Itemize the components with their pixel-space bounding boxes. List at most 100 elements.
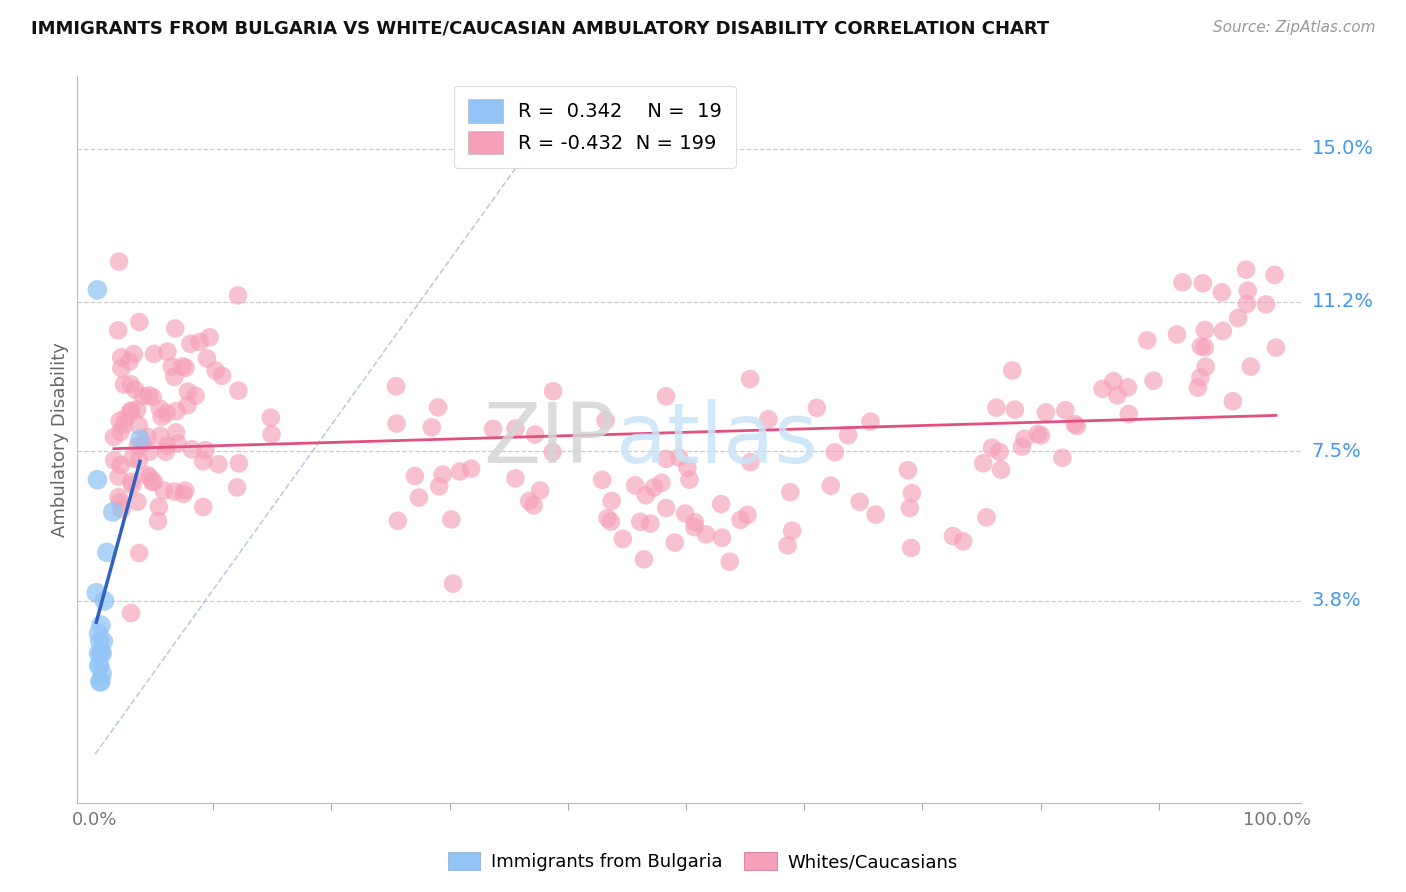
- Point: [628, 515, 651, 529]
- Point: [600, 494, 623, 508]
- Point: [110, 361, 132, 376]
- Point: [156, 439, 179, 453]
- Point: [1063, 417, 1085, 431]
- Point: [89, 658, 111, 673]
- Point: [195, 351, 218, 366]
- Point: [155, 444, 177, 458]
- Point: [193, 454, 215, 468]
- Point: [1211, 285, 1233, 300]
- Point: [1264, 341, 1286, 355]
- Point: [1187, 381, 1209, 395]
- Point: [127, 439, 149, 453]
- Point: [150, 409, 173, 424]
- Point: [141, 475, 163, 489]
- Point: [1222, 394, 1244, 409]
- Point: [132, 389, 155, 403]
- Point: [596, 511, 619, 525]
- Point: [89, 634, 111, 648]
- Point: [1189, 370, 1212, 384]
- Point: [1227, 311, 1250, 326]
- Point: [194, 443, 217, 458]
- Point: [107, 323, 129, 337]
- Point: [138, 388, 160, 402]
- Point: [211, 368, 233, 383]
- Point: [730, 513, 752, 527]
- Text: IMMIGRANTS FROM BULGARIA VS WHITE/CAUCASIAN AMBULATORY DISABILITY CORRELATION CH: IMMIGRANTS FROM BULGARIA VS WHITE/CAUCAS…: [31, 20, 1049, 37]
- Point: [385, 417, 408, 431]
- Point: [1142, 374, 1164, 388]
- Point: [90, 646, 112, 660]
- Point: [673, 507, 696, 521]
- Point: [664, 535, 686, 549]
- Point: [440, 512, 463, 526]
- Point: [427, 479, 450, 493]
- Point: [121, 478, 143, 492]
- Point: [612, 532, 634, 546]
- Point: [640, 516, 662, 531]
- Point: [1102, 374, 1125, 388]
- Point: [1118, 407, 1140, 421]
- Point: [1194, 323, 1216, 337]
- Point: [738, 372, 761, 386]
- Point: [1054, 403, 1077, 417]
- Point: [121, 451, 143, 466]
- Point: [737, 508, 759, 522]
- Point: [1029, 428, 1052, 442]
- Point: [260, 410, 283, 425]
- Point: [156, 406, 179, 420]
- Point: [976, 510, 998, 524]
- Point: [89, 674, 111, 689]
- Point: [103, 453, 125, 467]
- Point: [108, 495, 131, 509]
- Point: [1240, 359, 1263, 374]
- Point: [524, 427, 547, 442]
- Point: [204, 363, 226, 377]
- Point: [387, 514, 409, 528]
- Point: [101, 505, 124, 519]
- Point: [668, 450, 690, 465]
- Text: 11.2%: 11.2%: [1312, 293, 1374, 311]
- Point: [143, 347, 166, 361]
- Point: [163, 370, 186, 384]
- Point: [1116, 380, 1139, 394]
- Point: [988, 445, 1011, 459]
- Point: [120, 377, 142, 392]
- Point: [110, 425, 132, 439]
- Point: [166, 436, 188, 450]
- Point: [107, 490, 129, 504]
- Point: [898, 501, 921, 516]
- Point: [718, 555, 741, 569]
- Point: [87, 626, 110, 640]
- Point: [149, 429, 172, 443]
- Point: [91, 634, 114, 648]
- Point: [541, 445, 564, 459]
- Point: [129, 433, 152, 447]
- Point: [165, 321, 187, 335]
- Point: [1166, 327, 1188, 342]
- Point: [408, 491, 430, 505]
- Point: [198, 330, 221, 344]
- Point: [981, 441, 1004, 455]
- Point: [112, 377, 135, 392]
- Point: [149, 401, 172, 416]
- Point: [86, 283, 108, 297]
- Point: [128, 453, 150, 467]
- Point: [859, 415, 882, 429]
- Point: [897, 463, 920, 477]
- Point: [1194, 340, 1216, 354]
- Point: [990, 463, 1012, 477]
- Point: [163, 484, 186, 499]
- Point: [1066, 419, 1088, 434]
- Point: [86, 473, 108, 487]
- Point: [650, 475, 672, 490]
- Point: [517, 494, 540, 508]
- Point: [1254, 297, 1277, 311]
- Point: [1091, 382, 1114, 396]
- Point: [449, 464, 471, 478]
- Point: [1001, 363, 1024, 377]
- Point: [1189, 339, 1212, 353]
- Point: [986, 401, 1008, 415]
- Point: [136, 430, 159, 444]
- Point: [136, 468, 159, 483]
- Point: [172, 359, 194, 374]
